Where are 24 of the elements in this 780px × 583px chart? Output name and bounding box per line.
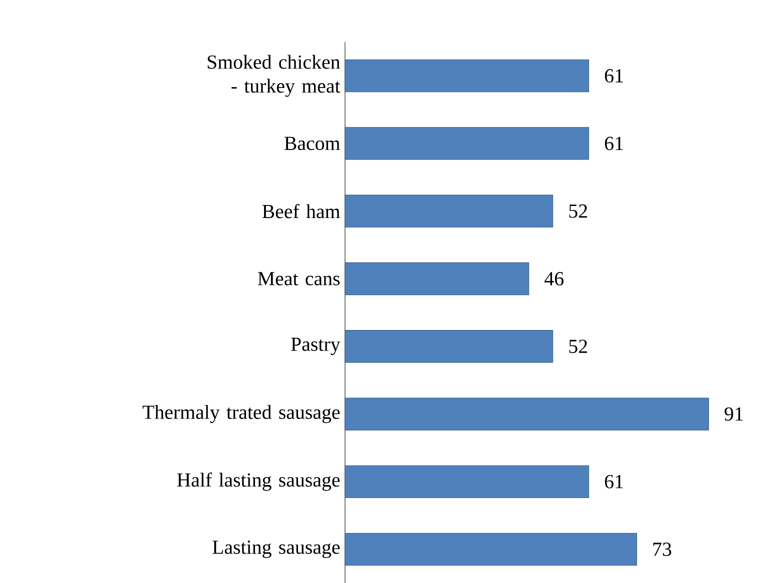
y-tick-label: Lasting sausage (212, 540, 340, 558)
data-label: 52 (569, 204, 587, 218)
data-label: 61 (604, 474, 623, 488)
data-label: 46 (544, 272, 564, 286)
y-tick-label: Pastry (291, 338, 340, 355)
y-tick-label: Half lasting sausage (177, 472, 340, 491)
data-label: 61 (604, 136, 623, 150)
y-tick-label: Thermaly trated sausage (142, 404, 340, 424)
bar (344, 127, 590, 160)
data-label: 91 (724, 407, 743, 421)
bar (344, 330, 554, 363)
bar (344, 262, 530, 296)
bar (344, 194, 554, 228)
y-tick-label: Smoked chicken - turkey meat (208, 54, 340, 97)
y-tick-label: Bacom (284, 136, 340, 150)
bar (344, 59, 590, 92)
bar (344, 398, 709, 430)
y-tick-label: Meat cans (258, 272, 340, 286)
data-label: 73 (653, 542, 672, 556)
data-label: 52 (569, 340, 587, 354)
bar (344, 532, 638, 566)
y-tick-label: Beef ham (262, 204, 340, 218)
data-label: 61 (604, 69, 623, 82)
bar (344, 465, 590, 498)
